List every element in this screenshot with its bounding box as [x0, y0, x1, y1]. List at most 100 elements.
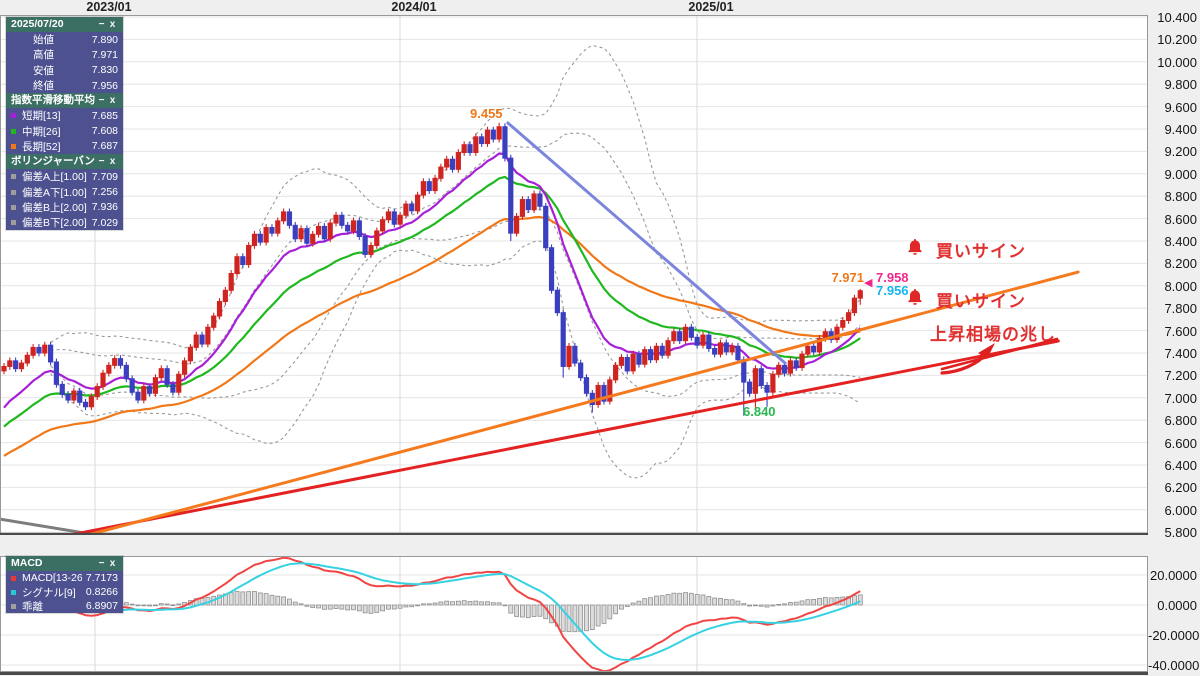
series-bullet-icon: [11, 189, 16, 195]
close-price-label: 7.956: [876, 283, 909, 298]
macd-row-label: シグナル[9]: [22, 586, 76, 599]
ohlc-row-value: 7.830: [91, 64, 118, 77]
macd-row: シグナル[9] 0.8266: [6, 585, 123, 599]
ohlc-row: 安値 7.830: [6, 62, 123, 78]
bollinger-row: 偏差B上[2.00] 7.936: [6, 199, 123, 215]
price-axis-label: 7.000: [1164, 390, 1197, 406]
macd-row: 乖離 6.8907: [6, 599, 123, 613]
trendline-red-uptrend: [63, 339, 1060, 538]
bollinger-row: 偏差B下[2.00] 7.029: [6, 214, 123, 231]
price-axis-label: 9.000: [1164, 166, 1197, 182]
date-panel-header-title: 2025/07/20: [11, 18, 64, 30]
ohlc-row-value: 7.971: [91, 48, 118, 61]
bollinger-row-value: 7.936: [91, 201, 118, 214]
ema-row: 短期[13] 7.685: [6, 108, 123, 124]
price-axis-label: 8.800: [1164, 189, 1197, 205]
ema-row-label: 中期[26]: [22, 125, 61, 138]
price-axis-label: 9.400: [1164, 122, 1197, 137]
ema-row-label: 長期[52]: [22, 140, 61, 153]
price-axis-label: 8.200: [1164, 256, 1197, 272]
macd-row-value: 6.8907: [85, 600, 118, 612]
ema-row-value: 7.685: [91, 109, 118, 122]
price-axis-label: 10.000: [1157, 54, 1197, 70]
macd-chart-area[interactable]: [0, 556, 1148, 673]
price-axis-label: 6.800: [1164, 413, 1197, 429]
bollinger-row: 偏差A下[1.00] 7.256: [6, 184, 123, 200]
price-axis-label: 5.800: [1164, 525, 1197, 541]
series-bullet-icon: [11, 128, 16, 134]
minimize-button[interactable]: −: [98, 156, 105, 168]
macd-axis-label: -20.0000: [1148, 628, 1200, 643]
macd-row-value: 0.8266: [85, 586, 118, 598]
candlestick-chart[interactable]: [0, 15, 1148, 539]
series-bullet-icon: [11, 113, 16, 119]
close-button[interactable]: x: [109, 156, 116, 168]
peak-price-label: 9.455: [470, 106, 503, 121]
ema-row-value: 7.687: [91, 140, 118, 153]
bollinger-row: 偏差A上[1.00] 7.709: [6, 169, 123, 185]
price-axis-label: 10.200: [1157, 32, 1197, 48]
price-axis-label: 7.800: [1164, 301, 1197, 317]
bollinger-row-value: 7.029: [91, 216, 118, 229]
ema-row-label: 短期[13]: [22, 110, 61, 123]
price-marker-triangle-icon: ◀: [864, 277, 873, 289]
main-chart-area[interactable]: [0, 15, 1148, 539]
ohlc-row: 終値 7.956: [6, 77, 123, 94]
buy-signal-label-2: 買いサイン: [936, 292, 1026, 311]
price-axis-label: 9.200: [1164, 144, 1197, 160]
bollinger-row-label: 偏差B下[2.00]: [22, 217, 87, 230]
uptrend-arrow-icon: [940, 337, 1059, 375]
price-axis-label: 6.200: [1164, 480, 1197, 496]
macd-panel-header: MACD − x: [6, 556, 123, 571]
series-bullet-icon: [11, 589, 16, 595]
macd-chart[interactable]: [0, 556, 1148, 673]
ema-row: 中期[26] 7.608: [6, 123, 123, 139]
ohlc-row-label: 安値: [33, 64, 54, 77]
close-button[interactable]: x: [109, 95, 116, 107]
macd-axis-label: 0.0000: [1157, 598, 1197, 613]
candles: [1, 122, 863, 416]
bid-price-label: 7.958: [876, 270, 909, 285]
ohlc-row-value: 7.956: [91, 79, 118, 92]
series-bullet-icon: [11, 575, 16, 581]
series-bullet-icon: [11, 143, 16, 149]
price-axis-label: 7.200: [1164, 368, 1197, 384]
series-bullet-icon: [11, 204, 16, 210]
minimize-button[interactable]: −: [98, 19, 105, 30]
ohlc-row-value: 7.890: [91, 33, 118, 46]
last-high-price-label: 7.971: [831, 270, 864, 285]
minimize-button[interactable]: −: [98, 558, 105, 569]
macd-panel-header-title: MACD: [11, 557, 43, 569]
ohlc-row-label: 高値: [33, 49, 54, 62]
price-axis-label: 7.600: [1164, 323, 1197, 339]
macd-row-label: MACD[13-26]: [22, 572, 82, 584]
bollinger-row-label: 偏差A下[1.00]: [22, 186, 87, 199]
trendline-orange-uptrend: [86, 270, 1080, 537]
buy-signal-label-1: 買いサイン: [936, 242, 1026, 261]
price-axis-label: 6.000: [1164, 502, 1197, 518]
macd-bottom-scrollbar[interactable]: [0, 672, 1148, 675]
close-button[interactable]: x: [109, 19, 116, 30]
price-axis-label: 9.800: [1164, 77, 1197, 93]
price-axis-label: 6.600: [1164, 435, 1197, 451]
macd-axis-label: -40.0000: [1148, 658, 1200, 673]
quote-info-panel[interactable]: 2025/07/20− x 始値 7.890 高値 7.971 安値 7.830 終値 7.956…: [6, 17, 123, 231]
close-button[interactable]: x: [109, 558, 116, 569]
bollinger-row-value: 7.256: [91, 186, 118, 199]
ema-row: 長期[52] 7.687: [6, 138, 123, 155]
macd-row-value: 7.7173: [85, 572, 118, 584]
buy-signal-bell-icon: [908, 238, 922, 255]
buy-signal-bell-icon: [908, 288, 922, 305]
series-bullet-icon: [11, 220, 16, 226]
series-bullet-icon: [11, 174, 16, 180]
series-bullet-icon: [11, 603, 16, 609]
ohlc-row-label: 終値: [33, 80, 54, 93]
ohlc-row-label: 始値: [33, 34, 54, 47]
macd-row: MACD[13-26] 7.7173: [6, 571, 123, 585]
macd-axis-label: 20.0000: [1150, 568, 1197, 583]
macd-info-panel[interactable]: MACD − x MACD[13-26] 7.7173 シグナル[9] 0.8266 乖離 6.…: [6, 556, 123, 613]
minimize-button[interactable]: −: [98, 95, 105, 107]
date-panel-header: 2025/07/20 − x: [6, 17, 123, 32]
bollinger-row-label: 偏差A上[1.00]: [22, 171, 87, 184]
